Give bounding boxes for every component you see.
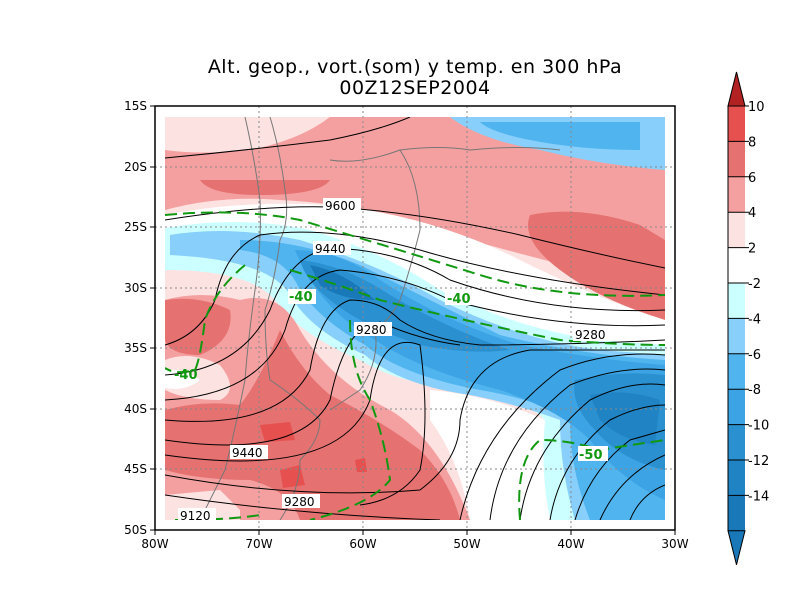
coastline (199, 117, 561, 520)
colorbar-label: -4 (748, 312, 761, 327)
map-date: 00Z12SEP2004 (339, 77, 491, 99)
y-tick-label: 20S (124, 160, 147, 174)
colorbar-label: -2 (748, 277, 761, 292)
temperature-label: -40 (289, 290, 313, 305)
y-tick-label: 50S (124, 523, 147, 537)
height-label: 9440 (315, 242, 346, 256)
colorbar-label: 8 (748, 135, 756, 150)
height-label: 9280 (575, 328, 606, 342)
temperature-labels: -40 -40 -40 -50 (174, 289, 608, 463)
height-label: 9600 (325, 199, 356, 213)
y-tick-label: 30S (124, 281, 147, 295)
colorbar-segment (728, 389, 745, 425)
height-label: 9120 (180, 509, 211, 523)
colorbar-label: -8 (748, 383, 761, 398)
x-tick-label: 70W (245, 537, 272, 551)
height-label: 9280 (356, 323, 387, 337)
colorbar-label: 10 (748, 100, 765, 115)
colorbar-label: -14 (748, 489, 769, 504)
colorbar-segment (728, 247, 745, 283)
axis-ticks (150, 105, 676, 535)
colorbar-top-triangle (727, 71, 746, 107)
colorbar-label: -12 (748, 454, 769, 469)
colorbar-segment (728, 424, 745, 460)
colorbar-label: -10 (748, 419, 769, 434)
colorbar-segment (728, 212, 745, 248)
map-frame (154, 105, 676, 531)
height-contours (165, 117, 665, 520)
x-axis-labels: 80W 70W 60W 50W 40W 30W (141, 537, 688, 551)
colorbar-segment (728, 141, 745, 177)
x-tick-label: 60W (349, 537, 376, 551)
x-tick-label: 80W (141, 537, 168, 551)
colorbar-segment (728, 283, 745, 319)
height-label: 9280 (284, 495, 315, 509)
x-tick-label: 30W (661, 537, 688, 551)
colorbar-segment (728, 460, 745, 496)
y-tick-label: 35S (124, 341, 147, 355)
colorbar-bottom-triangle (727, 530, 746, 565)
temperature-label: -50 (579, 448, 603, 463)
colorbar: 10 8 6 4 2 -2 -4 -6 -8 -10 -12 -14 (727, 71, 769, 565)
map-title: Alt. geop., vort.(som) y temp. en 300 hP… (207, 56, 623, 78)
temperature-label: -40 (447, 292, 471, 307)
x-tick-label: 40W (557, 537, 584, 551)
colorbar-segment (728, 318, 745, 354)
colorbar-segment (728, 353, 745, 390)
colorbar-segment (728, 495, 745, 531)
colorbar-label: 6 (748, 171, 756, 186)
y-axis-labels: 15S 20S 25S 30S 35S 40S 45S 50S (124, 99, 147, 537)
colorbar-label: -6 (748, 348, 761, 363)
height-labels: 9600 9440 9280 9280 9440 9280 9120 (178, 198, 611, 523)
height-label: 9440 (232, 446, 263, 460)
colorbar-label: 4 (748, 206, 756, 221)
colorbar-label: 2 (748, 242, 756, 257)
y-tick-label: 40S (124, 402, 147, 416)
colorbar-segment (728, 106, 745, 142)
colorbar-segment (728, 176, 745, 213)
y-tick-label: 15S (124, 99, 147, 113)
grid-lines (155, 106, 675, 530)
temperature-label: -40 (174, 368, 198, 383)
y-tick-label: 45S (124, 462, 147, 476)
y-tick-label: 25S (124, 220, 147, 234)
x-tick-label: 50W (453, 537, 480, 551)
temperature-contours (165, 211, 665, 520)
